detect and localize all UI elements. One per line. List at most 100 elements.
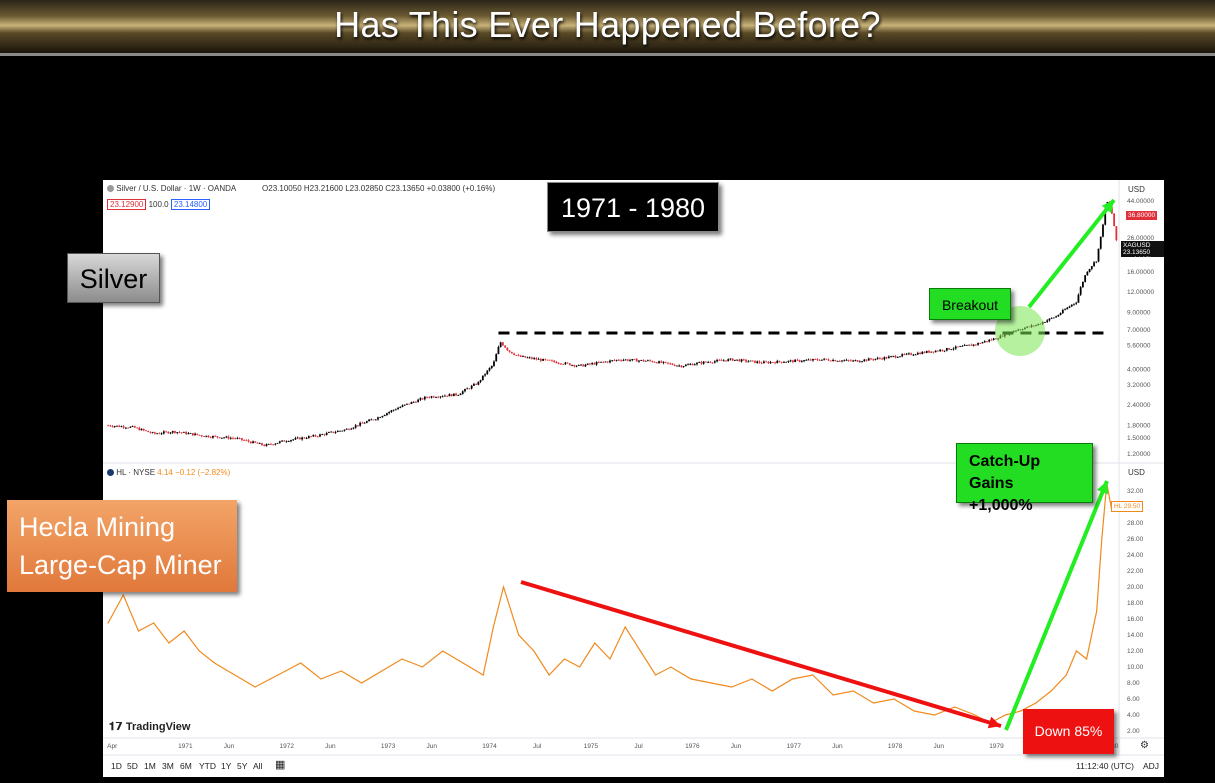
silver-candle-body xyxy=(633,359,636,360)
hl-point xyxy=(269,678,271,680)
silver-candle-body xyxy=(479,380,482,382)
xtick-5: 1973 xyxy=(381,743,396,750)
breakout-label: Breakout xyxy=(929,288,1011,320)
silver-candle-body xyxy=(113,426,116,427)
ask-price[interactable]: 23.14800 xyxy=(170,199,211,210)
silver-candle-body xyxy=(765,361,768,363)
range-6m[interactable]: 6M xyxy=(180,761,192,771)
silver-candle-body xyxy=(285,441,288,443)
hl-point xyxy=(122,594,124,596)
silver-candle-body xyxy=(941,349,944,351)
down-label: Down 85% xyxy=(1023,709,1114,754)
hl-currency[interactable]: USD xyxy=(1128,468,1145,477)
silver-candle-body xyxy=(140,428,143,431)
adj-toggle[interactable]: ADJ xyxy=(1143,761,1160,771)
settings-gear-icon[interactable]: ⚙ xyxy=(1140,740,1149,751)
silver-candle-body xyxy=(145,430,147,432)
silver-candle-body xyxy=(287,441,290,443)
hl-symbol-icon xyxy=(107,469,114,477)
hecla-label-line1: Hecla Mining xyxy=(19,512,176,542)
silver-ytick-11: 26.00000 xyxy=(1127,235,1154,242)
silver-candle-body xyxy=(307,436,310,439)
hl-last-badge: HL 29.50 xyxy=(1111,501,1144,512)
silver-candle-body xyxy=(283,440,286,442)
silver-candle-body xyxy=(136,427,138,429)
silver-candle-body xyxy=(363,422,366,424)
silver-candle-body xyxy=(769,362,772,364)
silver-symbol-text[interactable]: Silver / U.S. Dollar · 1W · OANDA xyxy=(116,184,236,193)
hl-point xyxy=(731,686,733,688)
silver-candle-body xyxy=(1077,294,1080,303)
range-ytd[interactable]: YTD xyxy=(199,761,216,771)
silver-candle-body xyxy=(542,358,544,361)
silver-candle-body xyxy=(673,364,676,366)
hl-point xyxy=(578,666,581,668)
silver-candle-body xyxy=(180,432,183,434)
range-all[interactable]: All xyxy=(253,761,263,771)
range-1m[interactable]: 1M xyxy=(144,761,156,771)
silver-candle-body xyxy=(1115,226,1118,241)
silver-candle-body xyxy=(200,435,203,437)
xtick-12: Jun xyxy=(731,743,742,750)
range-1d[interactable]: 1D xyxy=(111,761,122,771)
silver-candle-body xyxy=(187,433,190,435)
silver-ytick-0: 1.20000 xyxy=(1127,451,1151,458)
silver-candle-body xyxy=(896,357,899,358)
silver-candle-body xyxy=(127,427,130,429)
hl-point xyxy=(254,686,256,688)
bid-price[interactable]: 23.12900 xyxy=(107,199,147,210)
silver-candle-body xyxy=(847,359,850,361)
silver-candle-body xyxy=(1111,207,1113,214)
silver-candle-body xyxy=(481,375,484,381)
silver-candle-body xyxy=(276,442,279,444)
silver-candle-body xyxy=(343,429,346,431)
silver-candle-body xyxy=(1082,281,1084,288)
silver-candle-body xyxy=(758,361,761,363)
silver-candle-body xyxy=(1068,306,1071,308)
hl-last-value: 29.50 xyxy=(1123,503,1141,510)
silver-currency[interactable]: USD xyxy=(1128,185,1145,194)
hl-symbol-text[interactable]: HL · NYSE xyxy=(116,468,156,477)
silver-candle-body xyxy=(528,357,531,359)
silver-candle-body xyxy=(671,363,674,365)
silver-candle-body xyxy=(805,359,808,361)
range-5d[interactable]: 5D xyxy=(127,761,138,771)
silver-candle-body xyxy=(937,350,939,352)
hl-point xyxy=(771,690,773,692)
hl-point xyxy=(1065,674,1067,676)
xtick-8: Jul xyxy=(533,743,542,750)
silver-candle-body xyxy=(189,433,192,434)
catchup-label-line2: Gains +1,000% xyxy=(969,475,1033,514)
range-5y[interactable]: 5Y xyxy=(237,761,248,771)
bottom-toolbar: 1D 5D 1M 3M 6M YTD 1Y 5Y All ▦ 11:12:40 … xyxy=(103,755,1164,777)
silver-candle-body xyxy=(464,389,466,392)
silver-candle-body xyxy=(923,351,926,353)
range-1y[interactable]: 1Y xyxy=(221,761,232,771)
silver-candle-body xyxy=(763,361,765,364)
period-label: 1971 - 1980 xyxy=(547,182,719,232)
silver-candle-body xyxy=(720,360,723,361)
silver-candle-body xyxy=(573,364,576,367)
silver-candle-body xyxy=(566,362,569,364)
silver-candle-body xyxy=(1093,262,1095,267)
silver-candle-body xyxy=(118,425,121,427)
silver-candle-body xyxy=(626,359,629,361)
silver-candle-body xyxy=(459,393,462,396)
silver-candle-body xyxy=(776,360,779,364)
silver-candle-body xyxy=(1064,309,1066,311)
calendar-icon[interactable]: ▦ xyxy=(275,759,286,771)
silver-candle-body xyxy=(475,383,478,385)
hl-point xyxy=(594,642,596,644)
range-3m[interactable]: 3M xyxy=(162,761,174,771)
silver-candle-body xyxy=(225,436,228,438)
xtick-0: Apr xyxy=(107,743,118,750)
silver-candle-body xyxy=(705,361,707,363)
hl-point xyxy=(710,682,712,684)
hl-point xyxy=(107,622,109,624)
silver-candle-body xyxy=(1079,287,1082,295)
silver-last-value: 23.13650 xyxy=(1123,249,1151,256)
hl-point xyxy=(492,626,494,628)
silver-ytick-3: 2.40000 xyxy=(1127,402,1151,409)
silver-candle-body xyxy=(660,361,663,363)
hl-point xyxy=(852,690,854,692)
